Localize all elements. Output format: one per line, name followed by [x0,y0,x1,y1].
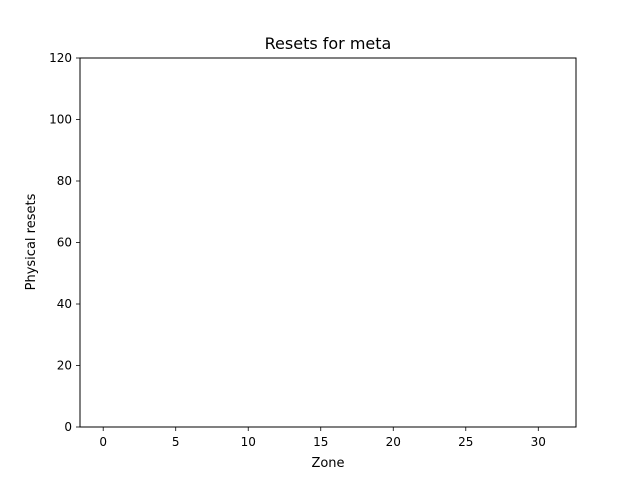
x-tick-label: 10 [241,435,256,449]
x-axis-label: Zone [311,456,344,471]
x-tick-label: 25 [458,435,473,449]
y-tick-label: 0 [64,420,72,434]
y-tick-label: 60 [57,236,72,250]
y-tick-label: 20 [57,359,72,373]
x-tick-label: 20 [386,435,401,449]
x-axis-ticks: 0 5 10 15 20 25 30 [99,427,546,449]
y-tick-label: 120 [49,51,72,65]
y-tick-label: 40 [57,297,72,311]
y-axis-label: Physical resets [24,193,39,290]
x-tick-label: 15 [313,435,328,449]
chart-title: Resets for meta [265,34,392,53]
y-axis-ticks: 0 20 40 60 80 100 120 [49,51,80,434]
x-tick-label: 5 [172,435,180,449]
x-tick-label: 0 [99,435,107,449]
x-tick-label: 30 [531,435,546,449]
y-tick-label: 100 [49,113,72,127]
y-tick-label: 80 [57,174,72,188]
